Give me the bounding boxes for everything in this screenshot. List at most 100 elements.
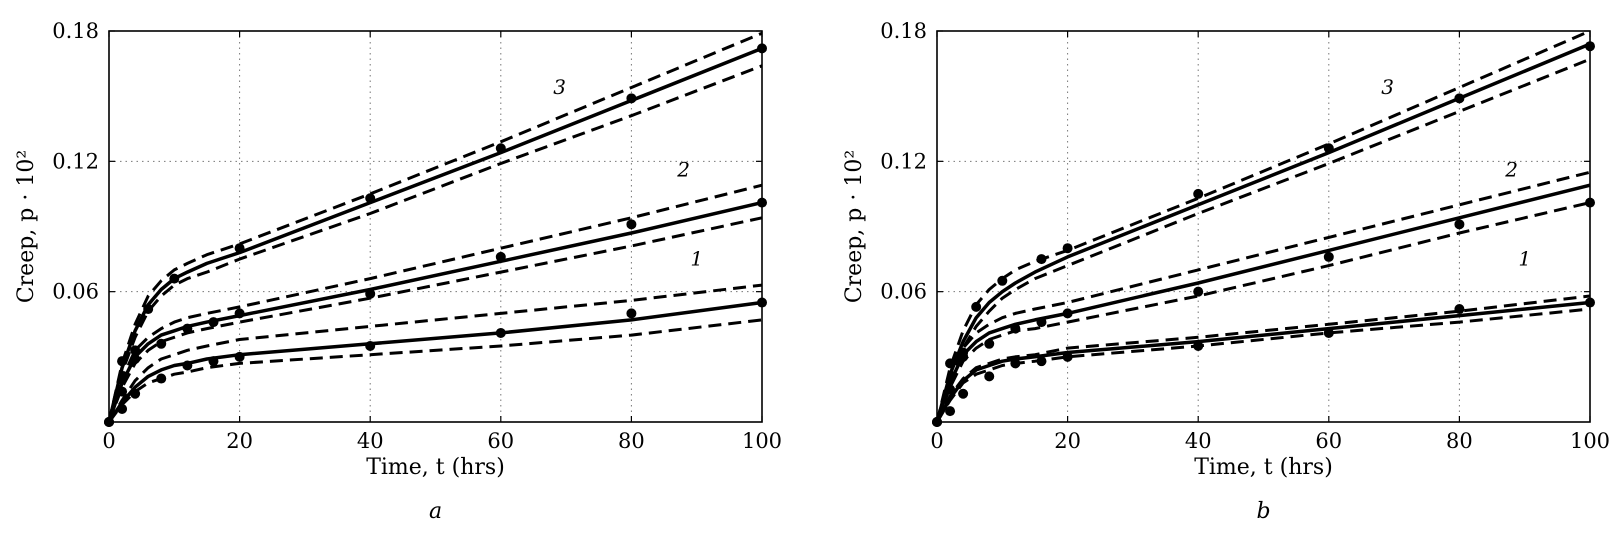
series-2-data-point xyxy=(130,354,141,365)
series-1-data-point xyxy=(365,340,376,351)
curve-label-1: 1 xyxy=(1518,247,1531,271)
series-1-data-point xyxy=(1062,351,1073,362)
series-1-data-point xyxy=(945,406,956,417)
series-3-data-point xyxy=(945,358,956,369)
series-3-data-point xyxy=(169,273,180,284)
x-tick-label: 80 xyxy=(1446,429,1473,453)
series-1-data-point xyxy=(495,327,506,338)
series-3-data-point xyxy=(234,243,245,254)
series-2-upper-bound xyxy=(935,170,1591,423)
x-tick-label: 60 xyxy=(1315,429,1342,453)
y-axis-label: Creep, p · 10² xyxy=(842,150,867,303)
series-2-data-point xyxy=(117,386,128,397)
series-2-data-point xyxy=(182,323,193,334)
x-tick-label: 20 xyxy=(226,429,253,453)
y-tick-label: 0.18 xyxy=(52,19,99,43)
series-2-data-point xyxy=(1454,219,1465,230)
series-2-data-point xyxy=(984,338,995,349)
y-tick-label: 0.18 xyxy=(880,19,927,43)
series-1-lower-bound xyxy=(107,318,763,423)
y-tick-label: 0.06 xyxy=(880,280,927,304)
series-2-data-point xyxy=(365,288,376,299)
series-3-data-point xyxy=(117,356,128,367)
series-3-data-point xyxy=(1193,188,1204,199)
series-1-data-point xyxy=(208,356,219,367)
plot-frame xyxy=(108,30,763,423)
series-3-lower-bound xyxy=(107,64,763,423)
series-1-data-point xyxy=(182,360,193,371)
series-3-data-point xyxy=(1454,93,1465,104)
y-tick-label: 0.12 xyxy=(52,149,99,173)
panel-label: b xyxy=(1256,499,1270,524)
panel-b: 1 2 3 0 20 40 60 80 100 0.06 0.12 0.18 Time, t (hrs)… xyxy=(842,19,1610,524)
x-tick-label: 60 xyxy=(487,429,514,453)
series-3-data-point xyxy=(1062,243,1073,254)
curve-label-1: 1 xyxy=(690,247,703,271)
series-2-upper-bound xyxy=(107,183,763,423)
x-tick-label: 40 xyxy=(1185,429,1212,453)
series-3-data-point xyxy=(1036,254,1047,265)
series-3-data-point xyxy=(997,275,1008,286)
series-1-data-point xyxy=(1193,340,1204,351)
curve-label-3: 3 xyxy=(553,75,566,99)
curve-label-2: 2 xyxy=(1504,158,1518,182)
panel-a: 1 2 3 0 20 40 60 80 100 0.06 0.12 0.18 Time, t (hrs)… xyxy=(14,19,782,524)
series-2-model-line xyxy=(935,183,1591,423)
series-1-data-point xyxy=(1036,356,1047,367)
series-2-data-point xyxy=(156,338,167,349)
y-tick-label: 0.12 xyxy=(880,149,927,173)
x-tick-label: 0 xyxy=(102,429,115,453)
x-tick-label: 100 xyxy=(1570,429,1610,453)
series-2-data-point xyxy=(1193,286,1204,297)
series-2-data-point xyxy=(1010,323,1021,334)
series-1-data-point xyxy=(1323,327,1334,338)
series-1-upper-bound xyxy=(107,283,763,423)
x-axis-label: Time, t (hrs) xyxy=(366,455,505,480)
series-2-data-point xyxy=(1036,317,1047,328)
series-3-data-point xyxy=(626,93,637,104)
series-2-data-point xyxy=(234,308,245,319)
series-1-data-point xyxy=(1454,304,1465,315)
series-1-data-point xyxy=(130,388,141,399)
series-1-data-point xyxy=(117,403,128,414)
panel-label: a xyxy=(429,499,442,524)
series-1-data-point xyxy=(234,351,245,362)
series-2-data-point xyxy=(1323,251,1334,262)
y-tick-label: 0.06 xyxy=(52,280,99,304)
x-tick-label: 20 xyxy=(1054,429,1081,453)
y-axis-label: Creep, p · 10² xyxy=(14,150,39,303)
series-2-data-point xyxy=(208,317,219,328)
series-2-model-line xyxy=(107,200,763,423)
series-1-data-point xyxy=(1010,358,1021,369)
series-2-data-point xyxy=(495,251,506,262)
plot-frame xyxy=(936,30,1591,423)
curve-label-3: 3 xyxy=(1381,75,1394,99)
series-1-data-point xyxy=(626,308,637,319)
series-3-data-point xyxy=(1323,143,1334,154)
x-tick-label: 80 xyxy=(618,429,645,453)
series-3-lower-bound xyxy=(935,57,1591,423)
x-tick-label: 40 xyxy=(357,429,384,453)
series-3-data-point xyxy=(143,304,154,315)
curve-label-2: 2 xyxy=(676,158,690,182)
series-3-upper-bound xyxy=(107,31,763,423)
series-3-model-line xyxy=(935,42,1591,423)
series-2-data-point xyxy=(1062,308,1073,319)
x-axis-label: Time, t (hrs) xyxy=(1194,455,1333,480)
series-1-data-point xyxy=(156,373,167,384)
series-1-lower-bound xyxy=(935,307,1591,423)
series-1-data-point xyxy=(958,388,969,399)
series-3-upper-bound xyxy=(935,29,1591,423)
series-3-data-point xyxy=(495,143,506,154)
x-tick-label: 100 xyxy=(742,429,782,453)
series-2-data-point xyxy=(626,219,637,230)
series-3-data-point xyxy=(130,345,141,356)
series-1-upper-bound xyxy=(935,294,1591,423)
x-tick-label: 0 xyxy=(930,429,943,453)
series-3-data-point xyxy=(958,347,969,358)
series-3-data-point xyxy=(971,301,982,312)
series-1-data-point xyxy=(984,371,995,382)
series-3-model-line xyxy=(107,46,763,423)
series-3-data-point xyxy=(365,193,376,204)
